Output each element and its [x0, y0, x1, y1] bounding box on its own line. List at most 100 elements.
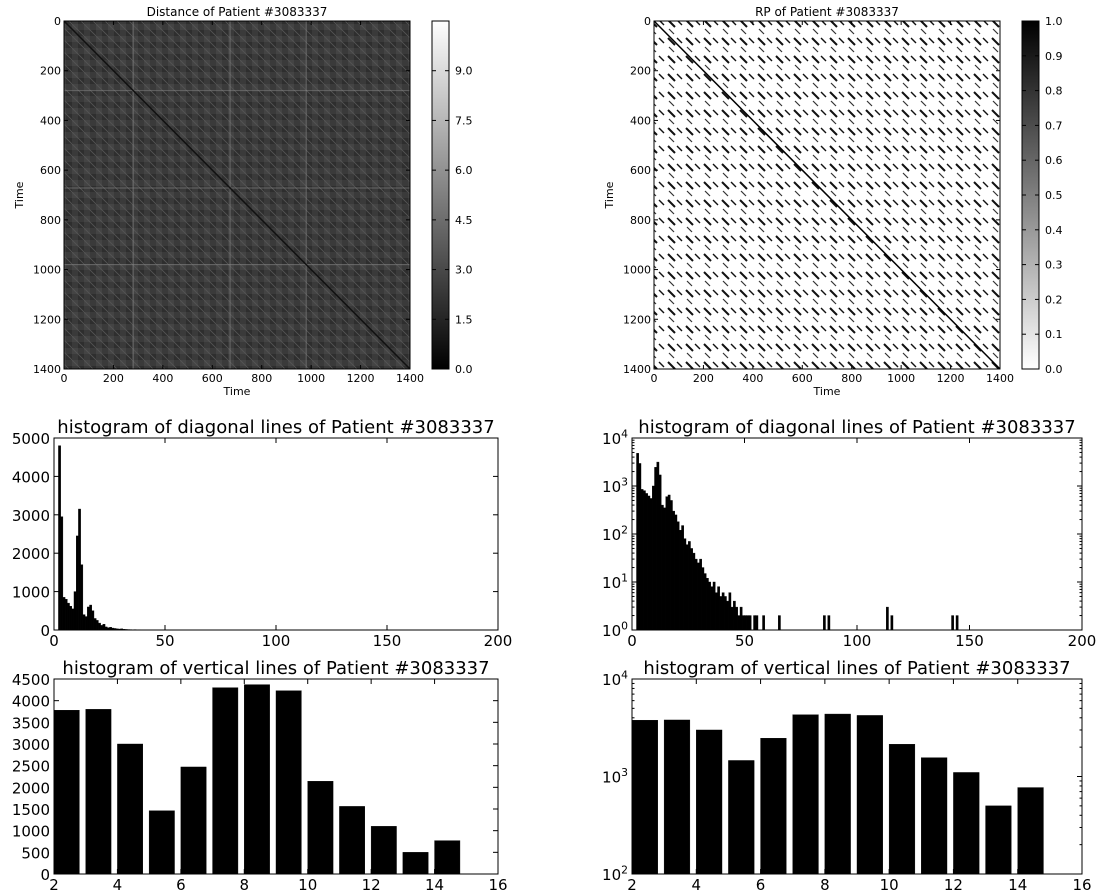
distance-x-tick-label: 600	[202, 372, 223, 385]
diag_log-bar	[654, 467, 657, 631]
rp-x-tick-label: 1400	[986, 372, 1014, 385]
diag_log-bar	[679, 529, 682, 631]
diag_log-x-tick-label: 0	[627, 632, 637, 650]
rp-colorbar-tick-label: 0.2	[1045, 293, 1063, 306]
diag_linear-bar	[95, 620, 99, 631]
rp-colorbar-tick-label: 0.1	[1045, 328, 1063, 341]
diag_log-bar	[661, 504, 664, 631]
diag_log-x-tick-label: 200	[1068, 632, 1097, 650]
rp-colorbar-tick-label: 0.5	[1045, 189, 1063, 202]
diag_linear-y-tick-label: 4000	[12, 468, 50, 486]
distance-x-tick-label: 1400	[396, 372, 424, 385]
vert_linear-bar	[117, 743, 144, 875]
vert_linear-bar	[339, 806, 365, 875]
diag_log-bar	[663, 507, 666, 631]
diag_log-y-tick-label: 102	[602, 523, 628, 544]
vert_log-bar	[921, 757, 948, 875]
diag_linear-bar	[89, 604, 92, 631]
diag_log-x-tick-label: 100	[843, 632, 872, 650]
distance-y-tick-label: 1200	[33, 313, 61, 326]
vert_linear-y-tick-label: 3500	[12, 714, 50, 732]
diag_linear-bar	[87, 606, 90, 631]
rp-colorbar-tick-label: 0.0	[1045, 363, 1063, 376]
rp-x-tick-label: 800	[841, 372, 862, 385]
distance-y-tick-label: 1400	[33, 363, 61, 376]
diag_log-bar	[674, 514, 678, 631]
distance-colorbar-tick-label: 1.5	[455, 313, 473, 326]
vert_linear-chart: 2 4 6 8 10 12 14 16 0 500 1000 1500 2000 2500 3000 3500…	[12, 658, 508, 894]
distance-y-tick-label: 200	[40, 65, 61, 78]
vert_linear-bar	[370, 826, 397, 875]
vert_log-bar	[824, 713, 851, 875]
diag_log-bar	[647, 495, 651, 631]
vert_linear-bar	[275, 690, 302, 875]
distance-colorbar-tick-label: 3.0	[455, 264, 473, 277]
rp-colorbar-tick-label: 0.3	[1045, 259, 1063, 272]
plots-layer: 0 200 400 600 800 1000 1200 1400020040060080010…	[12, 5, 1097, 894]
vert_linear-bar	[148, 810, 175, 875]
diag_linear-bar	[98, 622, 101, 631]
diag_linear-y-tick-label: 3000	[12, 507, 50, 525]
distance-y-tick-label: 800	[40, 214, 61, 227]
vert_log-bar	[985, 805, 1012, 875]
vert_linear-x-tick-label: 16	[488, 876, 507, 894]
rp-x-tick-label: 1000	[887, 372, 915, 385]
diag_linear-bar	[80, 564, 84, 631]
diag_linear-bar	[75, 535, 79, 631]
vert_linear-bar	[180, 766, 207, 875]
vert_log-bar	[792, 714, 819, 875]
diag_log-bar	[701, 567, 705, 631]
diag_linear-bar	[100, 625, 104, 631]
distance-title: Distance of Patient #3083337	[147, 5, 328, 19]
distance-diagonal	[63, 20, 411, 370]
distance-x-tick-label: 800	[251, 372, 272, 385]
diag_linear-x-tick-label: 0	[49, 632, 59, 650]
diag_log-bar	[748, 615, 752, 631]
diag_linear-bar	[60, 516, 64, 631]
vert_log-x-tick-label: 14	[1008, 876, 1027, 894]
diag_linear-title: histogram of diagonal lines of Patient #…	[57, 417, 494, 438]
diag_log-title: histogram of diagonal lines of Patient #…	[638, 417, 1075, 438]
vert_linear-bar	[402, 852, 429, 875]
diag_log-bar	[726, 600, 729, 631]
distance-ylabel: Time	[13, 181, 26, 209]
rp-x-tick-label: 200	[693, 372, 714, 385]
vert_linear-bar	[434, 840, 461, 875]
diag_log-y-tick-label: 100	[602, 619, 628, 640]
distance-y-tick-label: 400	[40, 114, 61, 127]
diag_linear-bar	[84, 616, 88, 631]
vert_linear-bar	[85, 709, 112, 875]
rp-y-tick-label: 600	[630, 164, 651, 177]
diag_log-bar	[672, 510, 675, 631]
distance-colorbar-tick-label: 6.0	[455, 164, 473, 177]
diag_log-bar	[755, 615, 759, 631]
vert_log-x-tick-label: 6	[756, 876, 766, 894]
diag_log-y-tick-label: 101	[602, 571, 628, 592]
diag_log-bar	[703, 573, 707, 631]
distance-colorbar-tick-label: 4.5	[455, 214, 473, 227]
diag_log-bar	[735, 606, 738, 631]
diag_log-bar	[753, 615, 756, 631]
diag_log-bar	[823, 615, 826, 631]
rp-colorbar-tick-label: 0.7	[1045, 119, 1063, 132]
diag_log-bar	[728, 592, 732, 631]
diag_log-y-tick-label: 104	[602, 427, 628, 448]
diag_log-bar	[688, 541, 691, 631]
diag_log-chart: 0 50 100 150 200 100 101 102 103 104 histogram of …	[602, 417, 1096, 650]
vert_linear-y-tick-label: 4500	[12, 671, 50, 689]
diag_log-bar	[724, 596, 727, 631]
diag_linear-frame	[53, 437, 499, 631]
vert_log-bar	[696, 729, 723, 875]
distance-chart: 0 200 400 600 800 1000 1200 1400020040060080010…	[13, 5, 473, 398]
vert_log-y-tick-label: 104	[602, 668, 628, 689]
vert_linear-x-tick-label: 10	[298, 876, 317, 894]
distance-colorbar-tick-label: 7.5	[455, 114, 473, 127]
vert_log-bar	[663, 719, 691, 875]
vert_linear-y-tick-label: 2000	[12, 779, 50, 797]
vert_linear-y-tick-label: 3000	[12, 736, 50, 754]
vert_linear-x-tick-label: 6	[176, 876, 186, 894]
diag_log-bar	[643, 490, 646, 631]
rp-x-tick-label: 1200	[937, 372, 965, 385]
vert_linear-frame	[53, 678, 499, 875]
diag_log-bar	[670, 500, 673, 631]
